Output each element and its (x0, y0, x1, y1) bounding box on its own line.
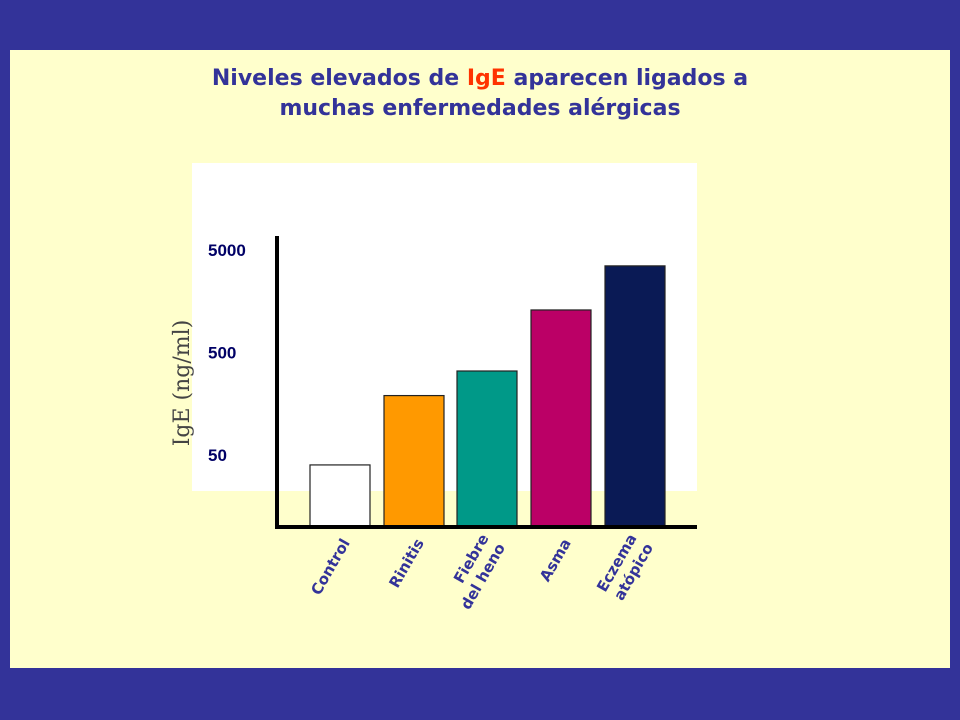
x-tick-label-0-line-0: Control (307, 536, 354, 599)
x-tick-label-3: Asma (536, 536, 575, 585)
slide-title: Niveles elevados de IgE aparecen ligados… (10, 64, 950, 124)
title-line1-post: aparecen ligados a (505, 66, 749, 91)
x-tick-label-3-line-0: Asma (536, 536, 575, 585)
y-tick-label-2: 50 (208, 446, 227, 465)
bar-1 (383, 394, 445, 528)
x-tick-label-0: Control (307, 536, 354, 599)
title-line2: muchas enfermedades alérgicas (279, 96, 681, 121)
y-tick-label-1: 500 (208, 344, 236, 363)
x-tick-label-1: Rinitis (385, 535, 428, 591)
y-axis-label: IgE (ng/ml) (170, 320, 195, 447)
bar-3 (530, 309, 592, 528)
y-tick-label-0: 5000 (208, 241, 246, 260)
title-highlight: IgE (466, 66, 506, 91)
x-tick-label-1-line-0: Rinitis (385, 535, 428, 591)
title-line1-pre: Niveles elevados de (211, 66, 467, 91)
bar-4 (604, 265, 666, 528)
bar-2 (456, 370, 518, 528)
slide-panel: Niveles elevados de IgE aparecen ligados… (10, 50, 950, 668)
bar-0 (309, 464, 371, 528)
